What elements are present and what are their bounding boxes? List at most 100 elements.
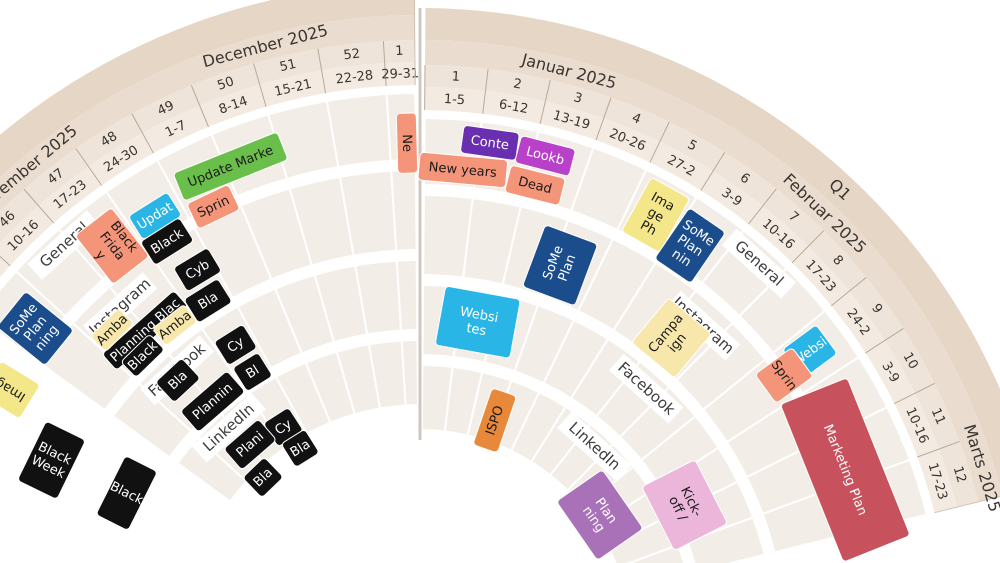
week-number: 48 [98, 129, 120, 150]
event-card-bg [233, 353, 272, 391]
event-card[interactable]: BlackFriday [75, 207, 149, 284]
week-divider [482, 68, 489, 114]
event-card-bg [473, 388, 517, 453]
week-cell [325, 92, 392, 169]
event-card-bg [91, 309, 133, 351]
week-divider [317, 48, 327, 94]
event-card[interactable]: Bla [155, 358, 200, 403]
event-card-bg [655, 208, 725, 283]
week-cell [626, 543, 686, 563]
channel-label-bg [609, 353, 684, 424]
event-card-bg [504, 165, 566, 206]
header-band-dates [424, 87, 957, 513]
event-card-bg [224, 420, 276, 470]
week-dates: 22-28 [335, 68, 374, 87]
event-card[interactable]: Ne [395, 112, 419, 174]
event-card[interactable]: Kick-off / [642, 459, 728, 550]
event-card-text: ImagePh [634, 189, 677, 240]
week-dates: 1-5 [443, 92, 465, 108]
week-number: 52 [343, 47, 361, 64]
event-card-bg [460, 125, 520, 161]
event-card[interactable]: BlackWeek [17, 421, 85, 500]
header-band-week [424, 65, 979, 508]
header-edge [413, 0, 416, 86]
channel-label-bg [27, 210, 102, 280]
event-card-bg [96, 456, 157, 530]
event-card-bg [632, 298, 711, 378]
event-card[interactable]: New years [417, 151, 509, 189]
week-divider [649, 121, 670, 163]
event-card-bg [642, 460, 727, 550]
week-divider [748, 188, 777, 225]
event-card[interactable]: Websites [435, 286, 521, 359]
event-card[interactable]: Bla [281, 429, 320, 468]
event-card-bg [755, 348, 813, 403]
event-card-bg [121, 335, 164, 377]
event-card-bg [0, 292, 73, 365]
week-divider [917, 440, 960, 458]
event-card[interactable]: ImagePh [621, 177, 690, 253]
event-card[interactable]: Bla [184, 278, 233, 323]
event-card-bg [417, 151, 509, 189]
event-card[interactable]: Cy [214, 324, 258, 366]
event-card[interactable]: ISPO [473, 388, 517, 453]
event-card[interactable]: Planning [556, 469, 643, 560]
event-card[interactable]: Sprin [755, 347, 813, 403]
event-card[interactable]: Sprin [187, 184, 241, 229]
header-band-month [425, 40, 1000, 502]
week-number: 3 [572, 90, 584, 107]
event-card[interactable]: Lookb [514, 135, 576, 177]
event-card-bg [173, 132, 288, 201]
event-card-bg [214, 325, 257, 365]
event-card-bg [181, 371, 245, 432]
event-card-text: Ne [399, 134, 414, 152]
event-card-bg [395, 112, 419, 174]
event-card[interactable]: Dead [504, 165, 566, 206]
header-band-week [0, 40, 415, 244]
week-divider [595, 97, 612, 141]
channel-label-bg [721, 228, 797, 299]
event-card-bg [557, 470, 643, 560]
week-dates: 29-31 [381, 66, 419, 82]
event-card-bg [435, 286, 521, 359]
header-band-quarter [0, 0, 415, 178]
week-number: 49 [155, 98, 176, 119]
event-card-bg [184, 279, 232, 323]
event-card-bg [522, 225, 598, 306]
event-card[interactable]: Bl [232, 352, 272, 392]
week-divider [830, 276, 867, 307]
event-card[interactable]: SoMePlan [522, 225, 598, 306]
event-card[interactable]: Bla [242, 457, 283, 498]
week-cell [390, 169, 418, 252]
week-number: 11 [928, 406, 948, 427]
event-card-text: Websites [456, 304, 499, 340]
event-card[interactable]: Amba [90, 308, 134, 352]
event-card-bg [0, 361, 40, 418]
event-card[interactable]: SoMePlannin [654, 208, 725, 284]
week-number: 2 [512, 76, 523, 92]
week-cell [400, 339, 419, 407]
event-card-bg [780, 378, 910, 562]
week-number: 1 [395, 44, 404, 59]
event-card[interactable]: Campaign [631, 298, 711, 378]
event-card[interactable]: Black [96, 456, 158, 531]
event-card-bg [156, 359, 200, 402]
event-card-text: Kick-off / [664, 484, 705, 526]
week-number: 1 [451, 69, 460, 84]
header-band-quarter [425, 8, 1000, 487]
event-card[interactable]: Cyb [173, 247, 222, 292]
event-card-bg [622, 178, 689, 252]
channel-label-bg [557, 411, 632, 482]
event-card-text: New years [428, 159, 498, 180]
event-card[interactable]: Conte [460, 125, 520, 161]
event-card[interactable]: Marketing Plan [780, 378, 910, 563]
event-card[interactable]: Plannin [180, 371, 245, 433]
event-card[interactable]: Imag [0, 361, 40, 419]
week-divider [23, 188, 55, 224]
event-card-bg [76, 208, 149, 284]
week-number: 50 [216, 74, 237, 94]
week-cell [395, 259, 419, 332]
week-divider [700, 152, 726, 191]
week-divider [865, 328, 904, 354]
week-divider [75, 148, 103, 186]
